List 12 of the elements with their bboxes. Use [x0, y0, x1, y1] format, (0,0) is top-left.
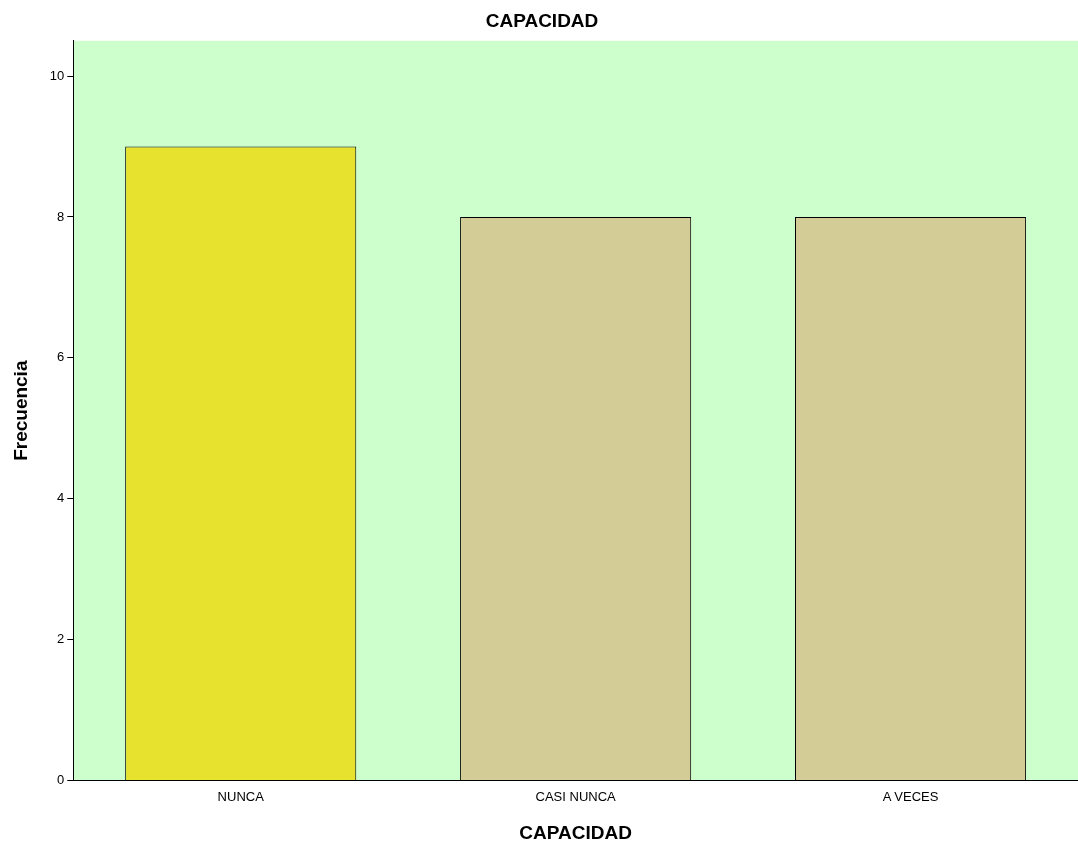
y-tick-label: 6	[57, 349, 65, 365]
x-tick-label: NUNCA	[217, 788, 265, 804]
y-tick-label: 2	[57, 631, 65, 647]
y-axis-title: Frecuencia	[9, 360, 31, 461]
y-tick-label: 0	[57, 772, 65, 788]
y-tick-label: 8	[57, 208, 65, 224]
y-tick-label: 10	[49, 67, 65, 83]
x-tick-label: A VECES	[882, 788, 939, 804]
x-tick-label: CASI NUNCA	[535, 788, 617, 804]
chart-title: CAPACIDAD	[485, 9, 599, 31]
y-tick-label: 4	[57, 490, 65, 506]
x-axis-title: CAPACIDAD	[519, 821, 632, 843]
